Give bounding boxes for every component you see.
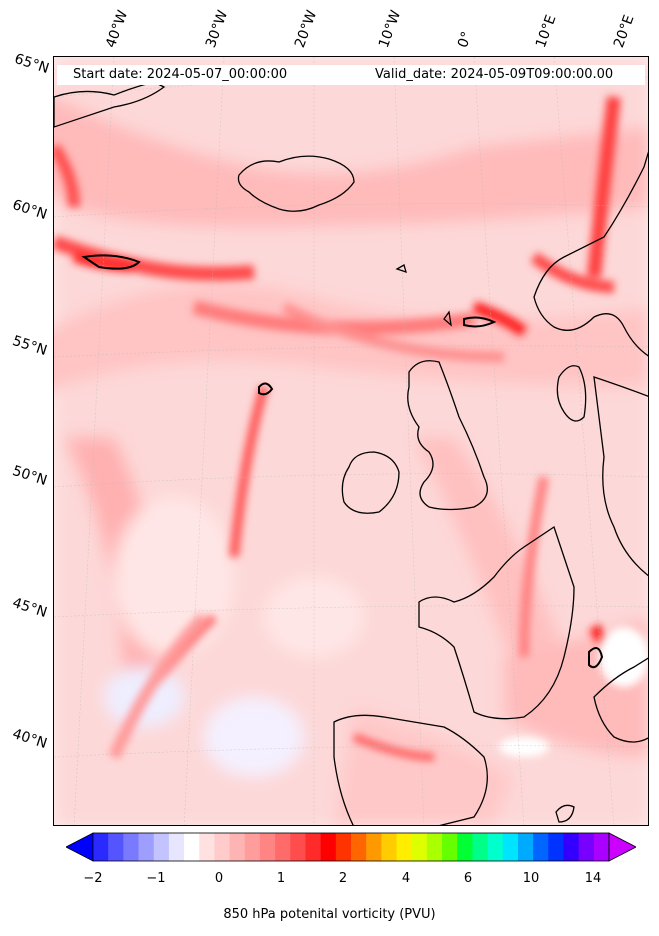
iceland-coast (237, 155, 355, 212)
colorbar-swatch (517, 833, 534, 861)
lat-label-40n: 40°N (10, 725, 49, 753)
iberia-coast (333, 714, 488, 825)
colorbar-swatch (199, 833, 215, 861)
lon-label-20e: 20°E (610, 12, 638, 50)
colorbar-border (92, 832, 610, 862)
denmark-coast (556, 365, 587, 422)
colorbar-tick-label: 4 (401, 871, 411, 886)
colorbar-swatch (229, 833, 246, 861)
colorbar-swatch (502, 833, 519, 861)
map-panel (53, 56, 649, 826)
valid-date-label: Valid_date: 2024-05-09T09:00:00.00 (375, 67, 614, 82)
colorbar-swatch (93, 833, 109, 861)
pv-contours (81, 254, 604, 669)
ireland-coast (341, 451, 400, 514)
colorbar-swatch (472, 833, 489, 861)
lat-label-45n: 45°N (10, 594, 49, 622)
lon-label-0: 0° (454, 29, 476, 50)
map-header-strip (57, 65, 645, 85)
great-britain-coast (407, 360, 488, 511)
colorbar-swatch (593, 833, 610, 861)
colorbar-swatch (366, 833, 382, 861)
colorbar-tick-label: −1 (146, 871, 166, 886)
faroe-islands (395, 264, 407, 274)
colorbar-tick-label: 10 (522, 871, 540, 886)
vorticity-map (54, 57, 648, 825)
colorbar-extend-low (66, 832, 94, 862)
lon-label-20w: 20°W (291, 8, 321, 50)
colorbar-tick-label: 14 (584, 871, 602, 886)
colorbar-swatch (153, 833, 170, 861)
colorbar-swatch (457, 833, 473, 861)
lon-label-10e: 10°E (532, 12, 560, 50)
colorbar-extend-high (608, 832, 636, 862)
colorbar-tick-label: −2 (83, 871, 103, 886)
baltic-coast (593, 376, 648, 577)
colorbar-swatch (290, 833, 306, 861)
colorbar-swatch (381, 833, 398, 861)
lon-label-10w: 10°W (375, 8, 405, 50)
colorbar-swatch (426, 833, 443, 861)
colorbar-swatch (411, 833, 428, 861)
colorbar-tick-label: 2 (338, 871, 348, 886)
colorbar-swatch (214, 833, 231, 861)
colorbar-swatch (351, 833, 367, 861)
colorbar-swatch (138, 833, 155, 861)
italy-coast (593, 657, 648, 743)
colorbar-swatch (548, 833, 564, 861)
shetland-islands (443, 310, 452, 327)
france-coast (418, 525, 575, 720)
graticule (54, 57, 648, 825)
colorbar-tick-label: 1 (276, 871, 286, 886)
lat-label-50n: 50°N (10, 462, 49, 490)
lon-label-30w: 30°W (202, 8, 232, 50)
colorbar-swatch (563, 833, 580, 861)
start-date-label: Start date: 2024-05-07_00:00:00 (73, 67, 288, 82)
lat-label-65n: 65°N (12, 50, 51, 78)
coastlines (54, 81, 648, 825)
colorbar-swatch (168, 833, 185, 861)
colorbar-swatch (578, 833, 595, 861)
colorbar-swatch (320, 833, 337, 861)
colorbar-swatch (259, 833, 276, 861)
corsica-coast (555, 804, 575, 823)
colorbar (66, 832, 636, 862)
colorbar-swatch (305, 833, 322, 861)
lat-label-55n: 55°N (10, 332, 49, 360)
colorbar-tick-label: 0 (214, 871, 224, 886)
colorbar-swatch (275, 833, 291, 861)
colorbar-swatch (487, 833, 504, 861)
colorbar-swatch (108, 833, 124, 861)
colorbar-swatch (396, 833, 413, 861)
greenland-coast (54, 81, 166, 128)
colorbar-title: 850 hPa potenital vorticity (PVU) (223, 907, 436, 922)
lon-label-40w: 40°W (102, 8, 132, 50)
colorbar-tick-label: 6 (463, 871, 473, 886)
vorticity-streamers (54, 96, 648, 761)
colorbar-swatch (184, 833, 200, 861)
colorbar-swatch (533, 833, 549, 861)
colorbar-swatch (442, 833, 458, 861)
colorbar-swatch (123, 833, 140, 861)
lat-label-60n: 60°N (10, 196, 49, 224)
colorbar-swatch (244, 833, 261, 861)
colorbar-swatch (335, 833, 352, 861)
scandinavia-coast (533, 151, 648, 357)
